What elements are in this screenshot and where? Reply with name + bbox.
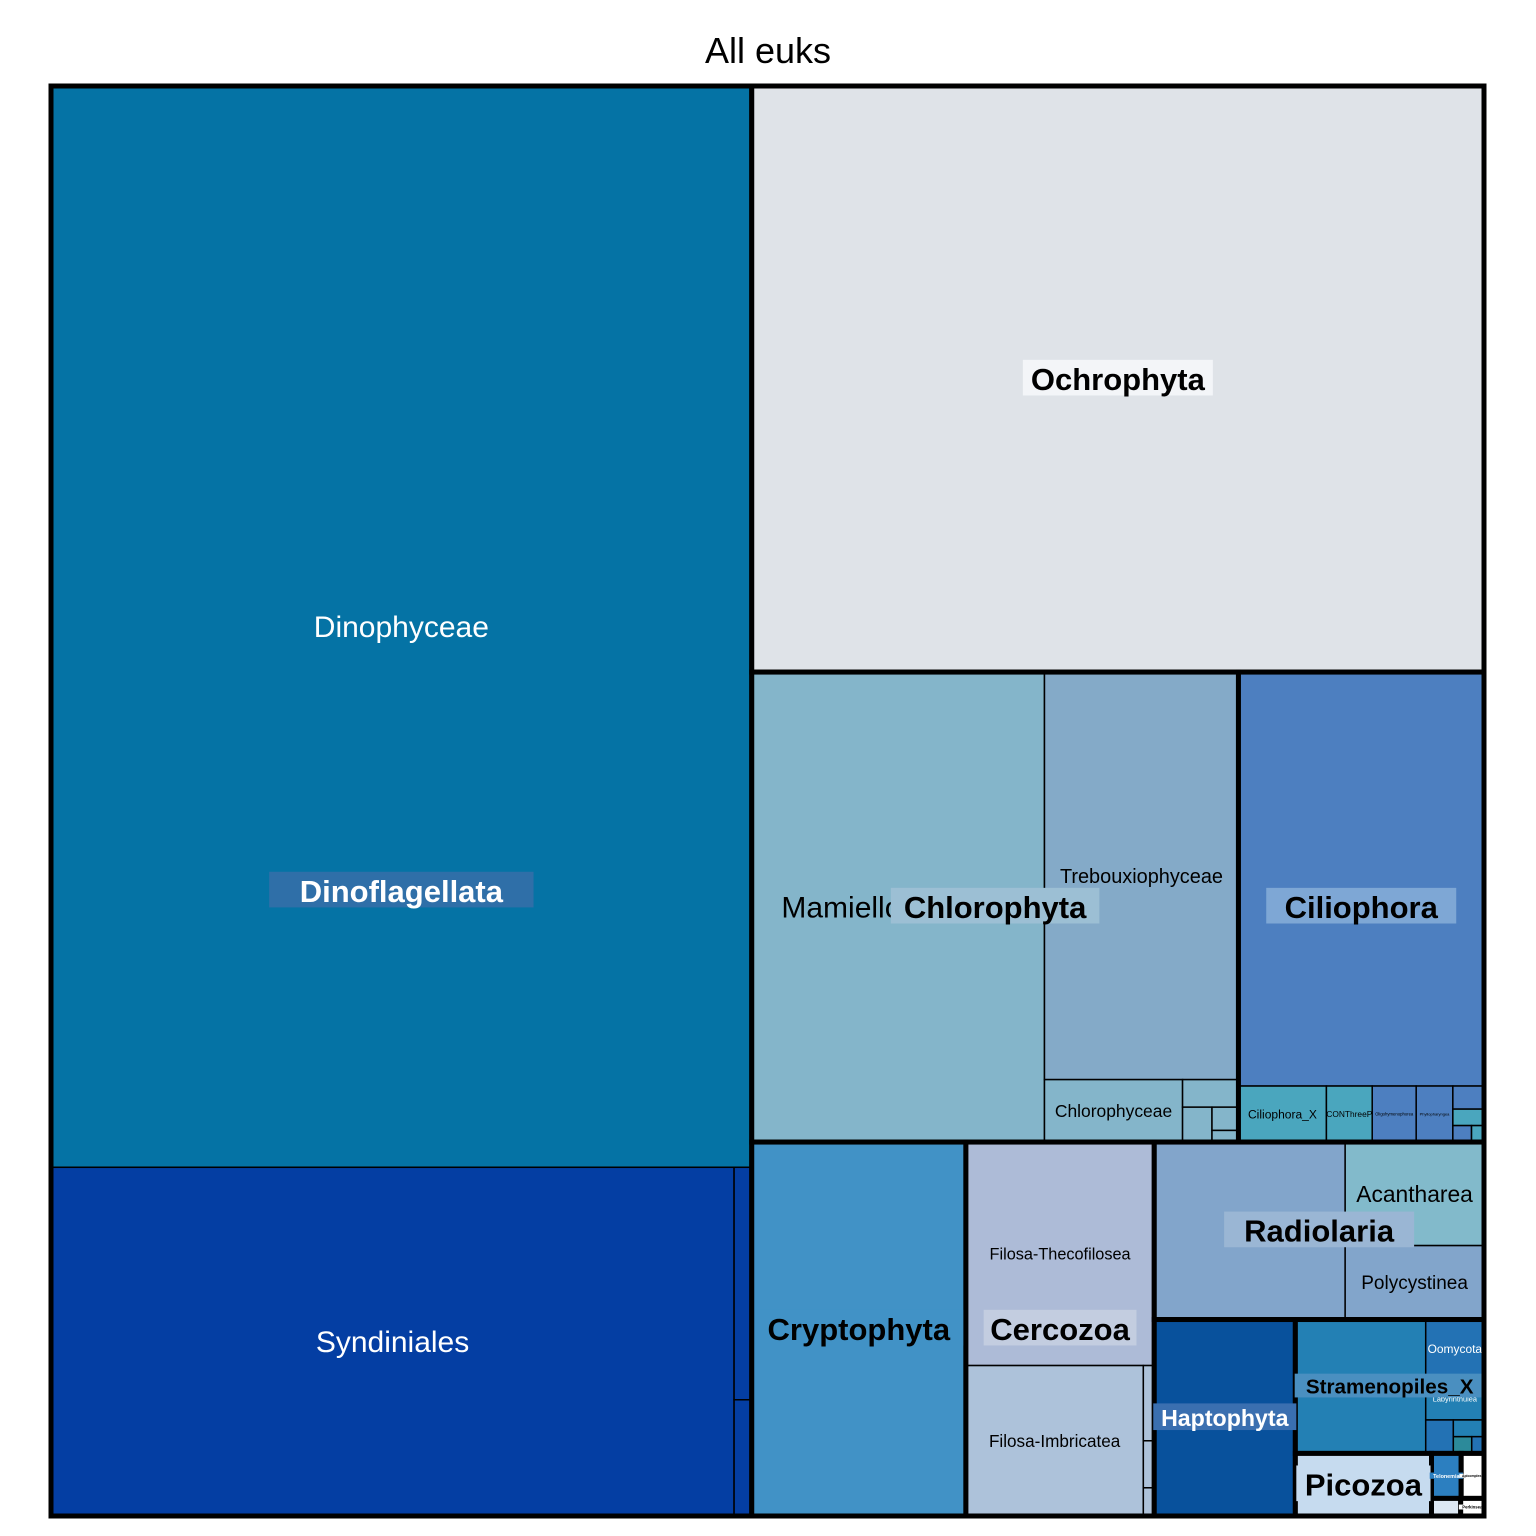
tile-chlorophyta-chlorophyceae (1043, 1078, 1184, 1143)
group-label-picozoa: Picozoa (1305, 1468, 1423, 1503)
tile-chlorophyta-part-3 (1181, 1078, 1240, 1108)
group-label-bg-cercozoa (983, 1309, 1137, 1346)
tile-chlorophyta-trebouxiophyceae (1043, 671, 1240, 1081)
group-label-bg-telonemia (1429, 1472, 1463, 1479)
group-label-bg-haptophyta (1153, 1403, 1297, 1431)
group-label-telonemia: Telonemia (1433, 1474, 1460, 1480)
label-chlorophyceae: Chlorophyceae (1055, 1101, 1172, 1121)
tile-chlorophyta-part-4 (1181, 1106, 1213, 1143)
group-label-cercozoa: Cercozoa (990, 1312, 1130, 1347)
label-syndiniales: Syndiniales (316, 1326, 469, 1359)
tile-dinoflagellata-part-2 (733, 1166, 753, 1401)
tile-ciliophora-phyllopharyngea (1415, 1085, 1454, 1143)
chart-title: All euks (704, 30, 832, 71)
label-filosa-thecofilosea: Filosa-Thecofilosea (990, 1246, 1132, 1264)
tile-stramenopiles-x-part-4 (1452, 1419, 1485, 1438)
tile-radiolaria-polycystinea (1344, 1244, 1485, 1321)
label-dinophyceae: Dinophyceae (314, 611, 489, 644)
label-acantharea: Acantharea (1356, 1181, 1473, 1207)
group-label-cryptophyta: Cryptophyta (768, 1312, 951, 1347)
group-label-ciliophora: Ciliophora (1285, 890, 1439, 925)
tile-stramenopiles-x-part-3 (1424, 1419, 1455, 1455)
tile-unlabeled-part-0 (1430, 1497, 1462, 1517)
group-label-bg-ochrophyta (1022, 359, 1213, 396)
label-filosa-imbricatea: Filosa-Imbricatea (989, 1431, 1121, 1451)
group-label-bg-picozoa (1296, 1465, 1431, 1502)
tile-stramenopiles-x-part-5 (1452, 1435, 1473, 1455)
group-labels: Dinoflagellata Ochrophyta Chlorophyta Cilio… (269, 359, 1486, 1510)
tile-chlorophyta-part-5 (1211, 1106, 1240, 1132)
tile-dinoflagellata-part-3 (733, 1399, 753, 1517)
tile-cercozoa-filosa-imbricatea (965, 1364, 1145, 1517)
group-label-bg-apicomplexa (1459, 1473, 1486, 1478)
label-conthreep: CONThreeP (1326, 1109, 1372, 1119)
group-label-bg-dinoflagellata (269, 871, 534, 908)
tile-dinoflagellata-syndiniales (50, 1166, 735, 1517)
label-oligohymenophorea: Oligohymenophorea (1375, 1112, 1414, 1117)
group-label-bg-radiolaria (1224, 1211, 1415, 1248)
label-ciliophora-x: Ciliophora_X (1248, 1107, 1317, 1121)
tile-ciliophora-part-0 (1237, 671, 1485, 1087)
group-label-perkinsea: Perkinsea (1462, 1505, 1483, 1510)
group-label-ochrophyta: Ochrophyta (1031, 362, 1206, 397)
label-oomycota: Oomycota (1428, 1342, 1483, 1356)
tile-ciliophora-part-5 (1452, 1108, 1485, 1127)
group-label-stramenopiles-x: Stramenopiles_X (1306, 1376, 1474, 1399)
label-labyrinthulea: Labyrinthulea (1433, 1394, 1478, 1403)
group-label-bg-ciliophora (1266, 887, 1457, 924)
group-label-haptophyta: Haptophyta (1161, 1405, 1290, 1431)
group-label-apicomplexa: Apicomplexa (1462, 1474, 1483, 1478)
treemap-outer-border (48, 83, 1487, 1519)
tile-ciliophora-conthreep (1325, 1085, 1373, 1143)
group-label-bg-cryptophyta (754, 1309, 964, 1346)
label-trebouxiophyceae: Trebouxiophyceae (1060, 866, 1223, 888)
label-phyllopharyngea: Phyllopharyngea (1420, 1111, 1451, 1116)
label-polycystinea: Polycystinea (1361, 1273, 1468, 1294)
tile-ciliophora-part-6 (1452, 1085, 1485, 1110)
group-label-chlorophyta: Chlorophyta (904, 890, 1087, 925)
group-label-bg-stramenopiles-x (1294, 1373, 1485, 1398)
group-label-radiolaria: Radiolaria (1244, 1214, 1395, 1249)
group-label-bg-chlorophyta (890, 887, 1100, 924)
tile-dinoflagellata-dinophyceae (50, 85, 753, 1169)
group-label-dinoflagellata: Dinoflagellata (300, 874, 504, 909)
group-label-bg-perkinsea (1458, 1504, 1486, 1510)
